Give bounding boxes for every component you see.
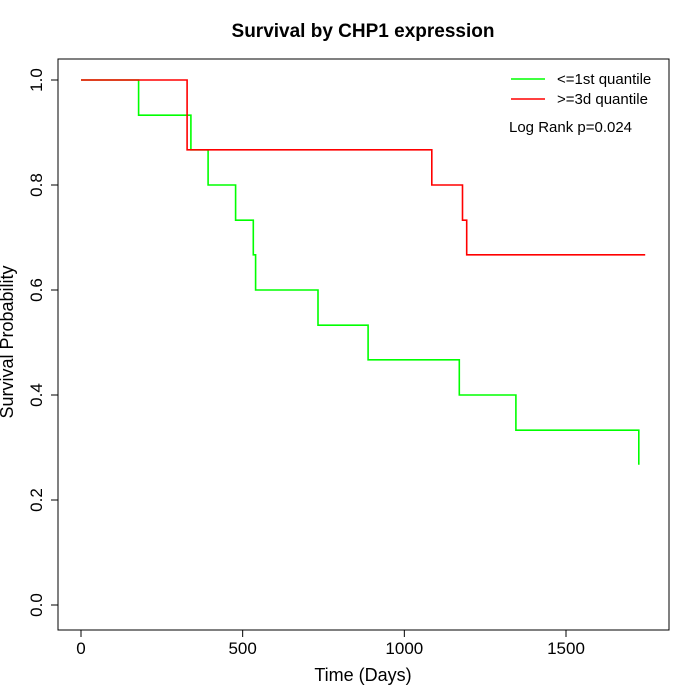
y-axis: 0.0 0.2 0.4 0.6 0.8 1.0 (27, 68, 59, 617)
series-layer (81, 79, 646, 465)
y-tick-label: 0.4 (27, 383, 46, 407)
y-tick-label: 0.2 (27, 488, 46, 512)
x-axis: 0 500 1000 1500 (76, 629, 585, 658)
y-tick-label: 1.0 (27, 68, 46, 92)
series-line-2 (81, 79, 646, 256)
legend-label: >=3d quantile (557, 91, 648, 108)
x-tick-label: 0 (76, 639, 85, 658)
x-tick-label: 1500 (547, 639, 585, 658)
y-tick-label: 0.8 (27, 173, 46, 197)
series-line-1 (81, 79, 640, 465)
logrank-annotation: Log Rank p=0.024 (509, 119, 632, 136)
y-tick-label: 0.0 (27, 593, 46, 617)
y-axis-label: Survival Probability (0, 265, 17, 418)
plot-frame (57, 58, 670, 631)
x-tick-label: 1000 (385, 639, 423, 658)
y-tick-label: 0.6 (27, 278, 46, 302)
chart-title: Survival by CHP1 expression (232, 21, 495, 42)
legend-label: <=1st quantile (557, 71, 651, 88)
x-tick-label: 500 (228, 639, 256, 658)
x-axis-label: Time (Days) (314, 665, 411, 685)
legend: <=1st quantile >=3d quantile (511, 71, 651, 108)
